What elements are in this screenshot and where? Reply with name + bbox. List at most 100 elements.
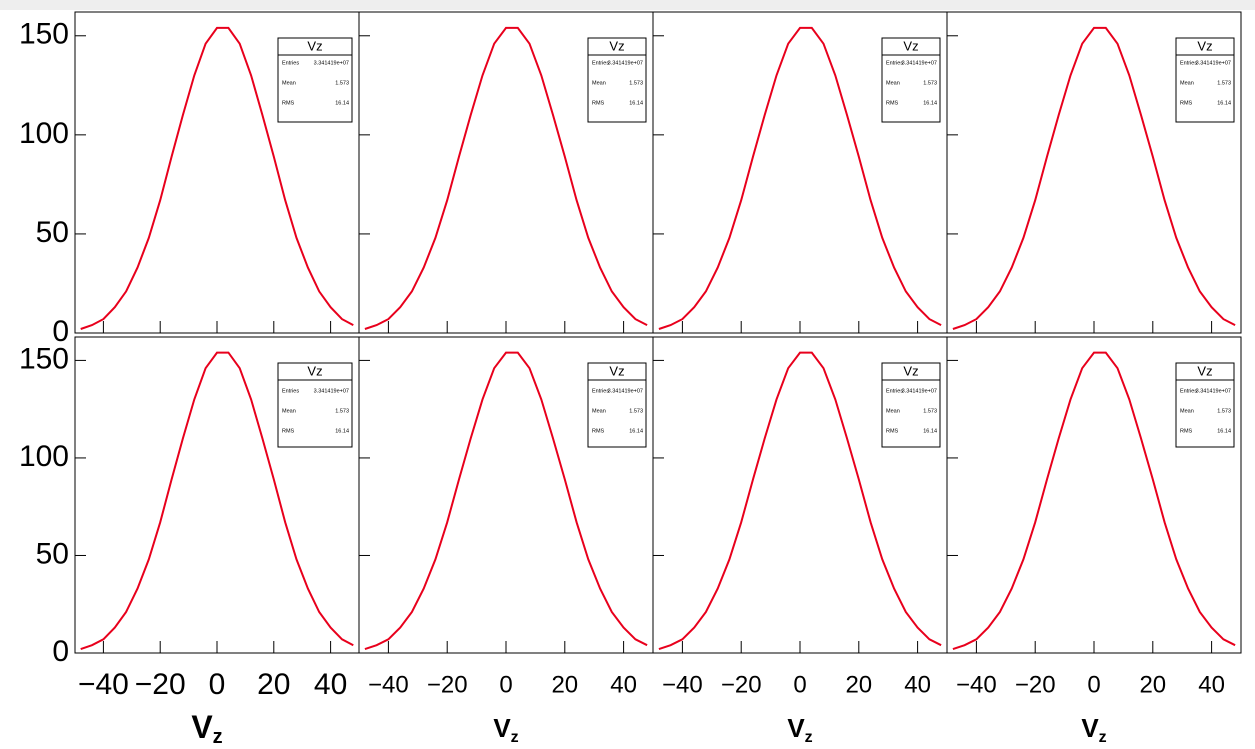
x-tick-label: −20: [427, 671, 468, 698]
stats-key: RMS: [886, 100, 899, 106]
x-axis-title-sub: z: [1099, 729, 1107, 746]
stats-value: 3.341419e+07: [314, 60, 349, 66]
x-tick-label: 0: [1087, 671, 1100, 698]
stats-value: 1.573: [923, 80, 937, 86]
stats-key: Mean: [592, 80, 606, 86]
stats-value: 1.573: [629, 408, 643, 414]
stats-value: 16.14: [1217, 100, 1231, 106]
x-tick-label: 20: [1139, 671, 1166, 698]
x-tick-label: 0: [209, 668, 226, 701]
stats-box: [1175, 37, 1235, 123]
stats-value: 16.14: [923, 428, 937, 434]
stats-box: [881, 362, 941, 448]
y-tick-label: 150: [19, 342, 69, 375]
stats-key: RMS: [282, 100, 295, 106]
x-axis-title-main: V: [493, 713, 511, 743]
histogram-line: [952, 26, 1236, 330]
x-axis-title: Vz: [1081, 713, 1106, 746]
x-tick-label: 40: [610, 671, 637, 698]
stats-value: 16.14: [923, 100, 937, 106]
x-tick-label: −40: [368, 671, 409, 698]
top-bar: [0, 0, 1255, 10]
y-tick-label: 150: [19, 18, 69, 51]
stats-key: RMS: [1180, 100, 1193, 106]
x-tick-label: −20: [1015, 671, 1056, 698]
stats-key: RMS: [592, 428, 605, 434]
stats-value: 3.341419e+07: [902, 60, 937, 66]
stats-key: Entries: [886, 60, 903, 66]
stats-key: Mean: [282, 80, 296, 86]
stats-value: 1.573: [1217, 408, 1231, 414]
stats-title: Vz: [609, 363, 624, 378]
stats-key: Entries: [592, 388, 609, 394]
histogram-line: [658, 26, 942, 330]
x-tick-label: 40: [314, 668, 347, 701]
x-tick-label: −20: [721, 671, 762, 698]
stats-box: [587, 37, 647, 123]
histogram-line: [658, 351, 942, 651]
histogram-line: [364, 26, 648, 330]
x-axis-title: Vz: [191, 709, 222, 748]
stats-key: Mean: [886, 408, 900, 414]
y-tick-label: 50: [36, 537, 69, 570]
x-tick-label: −40: [78, 668, 129, 701]
histogram-line: [952, 351, 1236, 651]
stats-box: [881, 37, 941, 123]
x-axis-title-sub: z: [511, 729, 519, 746]
stats-value: 1.573: [1217, 80, 1231, 86]
stats-value: 16.14: [629, 428, 643, 434]
stats-title: Vz: [609, 38, 624, 53]
x-tick-label: −20: [135, 668, 186, 701]
stats-key: Entries: [282, 388, 299, 394]
stats-value: 16.14: [1217, 428, 1231, 434]
stats-key: Mean: [1180, 80, 1194, 86]
stats-key: Mean: [592, 408, 606, 414]
x-tick-label: −40: [662, 671, 703, 698]
stats-key: RMS: [886, 428, 899, 434]
stats-key: Entries: [592, 60, 609, 66]
x-tick-label: 0: [793, 671, 806, 698]
x-tick-label: 20: [845, 671, 872, 698]
stats-value: 3.341419e+07: [1196, 60, 1231, 66]
x-axis-title-main: V: [191, 709, 213, 745]
stats-key: RMS: [282, 428, 295, 434]
stats-title: Vz: [1197, 38, 1212, 53]
x-axis-title-main: V: [787, 713, 805, 743]
stats-key: Mean: [1180, 408, 1194, 414]
stats-key: Entries: [1180, 60, 1197, 66]
histogram-line: [80, 351, 354, 651]
x-tick-label: 40: [904, 671, 931, 698]
stats-key: Entries: [1180, 388, 1197, 394]
stats-box: [587, 362, 647, 448]
stats-value: 3.341419e+07: [1196, 388, 1231, 394]
stats-value: 1.573: [923, 408, 937, 414]
y-tick-label: 0: [52, 635, 69, 668]
x-axis-title-sub: z: [213, 726, 223, 748]
y-tick-label: 100: [19, 117, 69, 150]
stats-value: 3.341419e+07: [608, 388, 643, 394]
stats-value: 1.573: [335, 408, 349, 414]
x-axis-title-main: V: [1081, 713, 1099, 743]
stats-value: 1.573: [335, 80, 349, 86]
stats-title: Vz: [307, 363, 322, 378]
x-tick-label: −40: [956, 671, 997, 698]
x-axis-title-sub: z: [805, 729, 813, 746]
stats-value: 3.341419e+07: [314, 388, 349, 394]
y-tick-label: 100: [19, 440, 69, 473]
stats-title: Vz: [307, 38, 322, 53]
stats-value: 16.14: [335, 100, 349, 106]
stats-key: Entries: [886, 388, 903, 394]
stats-key: Mean: [282, 408, 296, 414]
histogram-line: [364, 351, 648, 651]
x-tick-label: 20: [551, 671, 578, 698]
y-tick-label: 0: [52, 315, 69, 348]
stats-key: RMS: [1180, 428, 1193, 434]
stats-box: [277, 362, 353, 448]
stats-value: 1.573: [629, 80, 643, 86]
x-axis-title: Vz: [787, 713, 812, 746]
histogram-line: [80, 26, 354, 330]
stats-key: Entries: [282, 60, 299, 66]
stats-key: Mean: [886, 80, 900, 86]
x-tick-label: 0: [499, 671, 512, 698]
y-tick-label: 50: [36, 216, 69, 249]
